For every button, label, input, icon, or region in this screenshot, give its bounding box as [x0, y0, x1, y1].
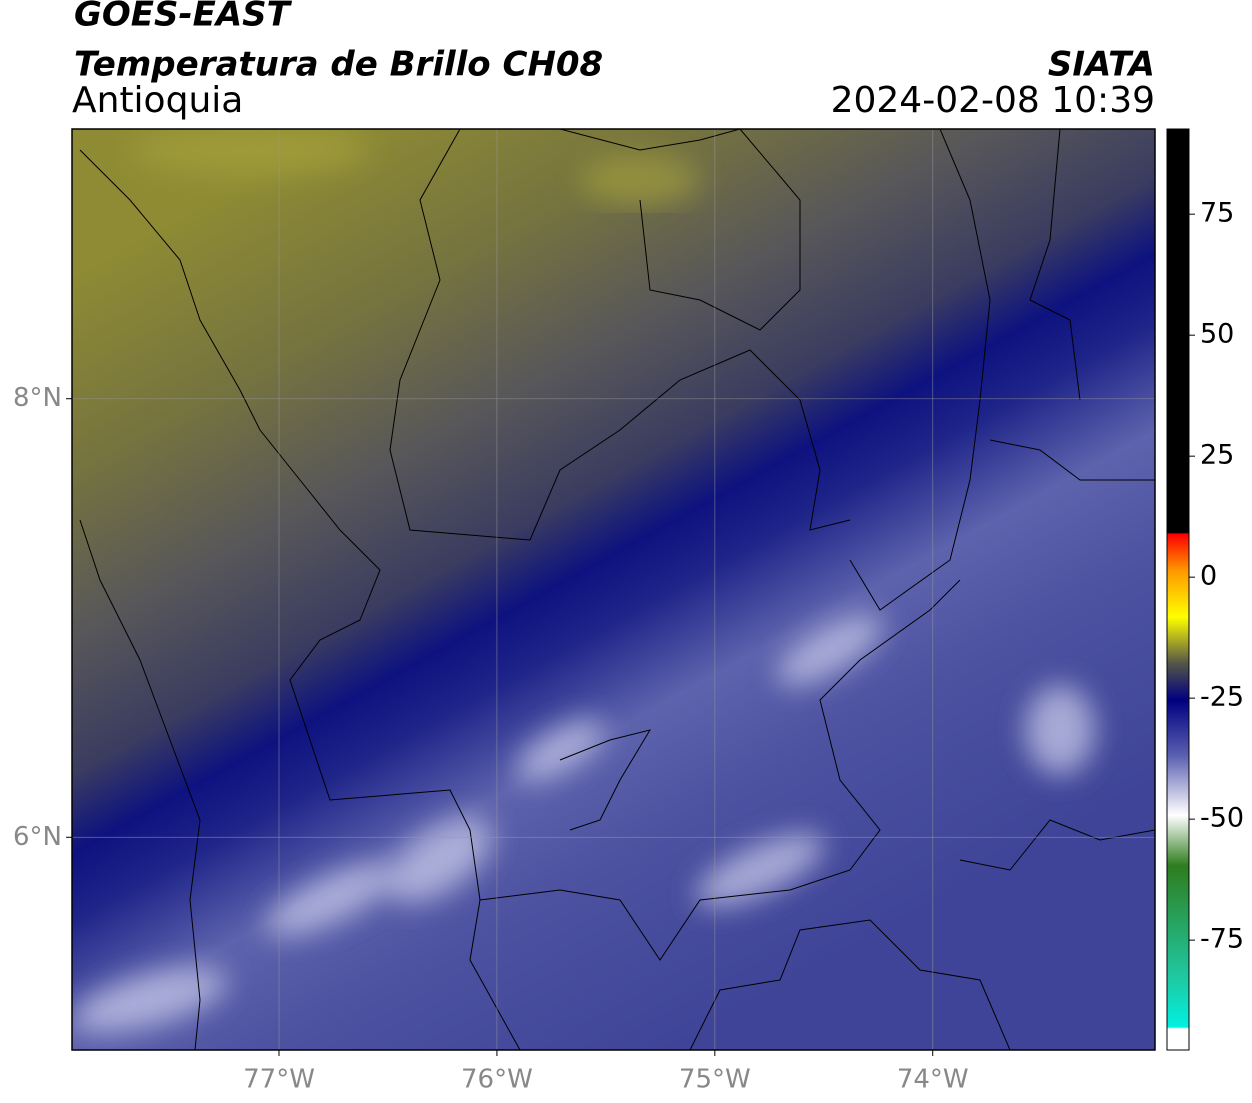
colorbar-tick-label: -75 — [1200, 924, 1244, 955]
colorbar-tick-label: -50 — [1200, 803, 1244, 834]
y-tick-label: 6°N — [13, 822, 62, 852]
colorbar-tick-label: 75 — [1200, 198, 1234, 229]
map-image — [72, 129, 1155, 1050]
x-tick-label: 74°W — [897, 1065, 969, 1095]
colorbar-tick-label: 50 — [1200, 319, 1234, 350]
colorbar-tick-label: -25 — [1200, 682, 1244, 713]
subtitle: Temperatura de Brillo CH08 — [74, 45, 603, 85]
colorbar — [1166, 128, 1190, 1051]
title: GOES-EAST — [74, 0, 293, 35]
grid — [72, 129, 1155, 1050]
x-tick-label: 75°W — [679, 1065, 751, 1095]
timestamp: 2024-02-08 10:39 — [831, 80, 1155, 121]
colorbar-tick-label: 25 — [1200, 440, 1234, 471]
region: Antioquia — [72, 80, 243, 121]
y-tick-label: 8°N — [13, 383, 62, 413]
x-tick-label: 76°W — [461, 1065, 533, 1095]
x-tick-label: 77°W — [243, 1065, 315, 1095]
map-frame — [71, 128, 1156, 1051]
colorbar-tick-label: 0 — [1200, 561, 1217, 592]
source: SIATA — [1048, 45, 1155, 85]
